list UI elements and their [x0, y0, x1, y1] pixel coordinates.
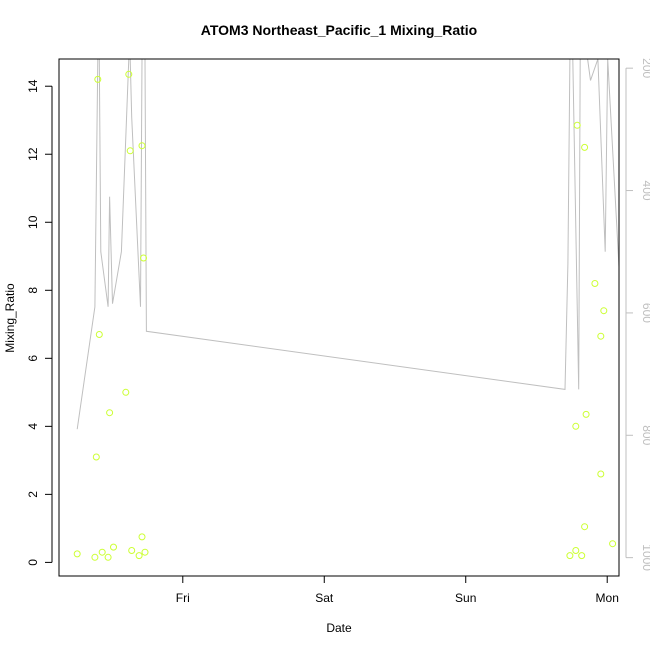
line-series-path [76, 59, 619, 430]
scatter-point [125, 70, 133, 78]
scatter-point [582, 410, 590, 418]
scatter-point [591, 280, 599, 287]
scatter-point [110, 543, 117, 551]
scatter-point [98, 548, 106, 556]
scatter-point [92, 453, 100, 461]
scatter-point [566, 552, 574, 560]
scatter-point [122, 388, 130, 396]
y-tick-label: 2 [26, 491, 40, 498]
scatter-point [126, 147, 134, 155]
scatter-point [106, 409, 114, 417]
scatter-point [597, 470, 605, 478]
y-right-tick-label: 1000 [640, 544, 650, 571]
scatter-point [600, 307, 608, 315]
y-axis: 0 2 4 6 8 10 12 14 [26, 79, 53, 566]
scatter-point [578, 552, 586, 560]
scatter-point [91, 553, 99, 561]
scatter-point [141, 548, 149, 556]
scatter-point [73, 550, 81, 558]
y-right-tick-label: 400 [640, 181, 650, 201]
scatter-point [581, 523, 589, 531]
x-tick-label: Fri [176, 591, 190, 605]
y-right-tick-label: 200 [640, 58, 650, 78]
scatter-point [572, 422, 580, 430]
y-right-tick-label: 600 [640, 303, 650, 323]
scatter-point [138, 142, 146, 150]
x-tick-label: Sun [455, 591, 476, 605]
scatter-point [104, 553, 112, 561]
scatter-point [609, 540, 617, 548]
scatter-point [128, 547, 136, 554]
y-tick-label: 14 [26, 79, 40, 93]
scatter-point [572, 547, 580, 554]
scatter-point [135, 552, 143, 560]
y-right-tick-label: 800 [640, 425, 650, 445]
scatter-point [140, 254, 147, 262]
y-tick-label: 12 [26, 147, 40, 161]
chart-title: ATOM3 Northeast_Pacific_1 Mixing_Ratio [201, 22, 477, 38]
y-axis-right: 200 400 600 800 1000 [625, 58, 650, 571]
y-tick-label: 6 [26, 355, 40, 362]
scatter-point [581, 143, 589, 151]
x-tick-label: Mon [596, 591, 619, 605]
scatter-point [573, 121, 581, 129]
x-axis: Fri Sat Sun Mon [176, 576, 619, 605]
plot-frame [58, 58, 620, 577]
y-axis-label: Mixing_Ratio [3, 283, 17, 353]
y-tick-label: 8 [26, 287, 40, 294]
scatter-point [95, 331, 103, 338]
y-tick-label: 0 [26, 559, 40, 566]
x-axis-label: Date [326, 621, 352, 635]
scatter-point [138, 533, 146, 541]
scatter-series-group [73, 70, 617, 561]
x-tick-label: Sat [315, 591, 334, 605]
scatter-point [94, 75, 102, 83]
y-tick-label: 10 [26, 215, 40, 229]
line-series-group [76, 59, 619, 430]
y-tick-label: 4 [26, 423, 40, 430]
scatter-point [597, 332, 605, 340]
